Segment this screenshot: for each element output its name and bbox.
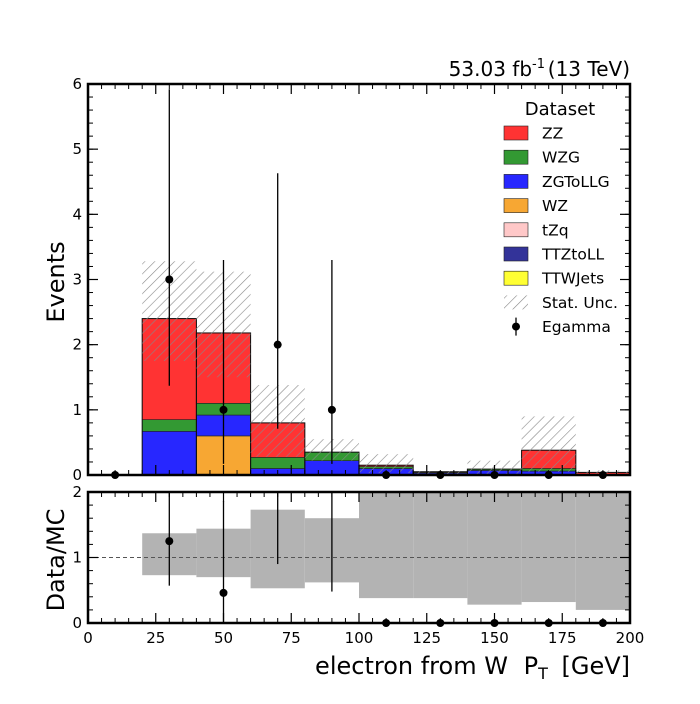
legend-label: Egamma — [542, 318, 611, 336]
main-y-tick-label: 6 — [72, 75, 82, 93]
legend-ttztoll: TTZtoLL — [503, 246, 604, 264]
legend-label: tZq — [542, 221, 569, 239]
legend-stat-unc: Stat. Unc. — [504, 294, 618, 312]
energy-label: (13 TeV) — [548, 57, 630, 81]
stat-unc-band — [521, 416, 576, 472]
x-tick-label: 0 — [83, 629, 93, 647]
legend-label: Stat. Unc. — [542, 294, 618, 312]
x-axis-label-sub: T — [537, 664, 548, 683]
legend-label: TTWJets — [541, 270, 604, 288]
data-point — [273, 340, 282, 349]
legend-label: TTZtoLL — [541, 246, 604, 264]
stack-bar-wzg — [141, 419, 197, 432]
data-point — [219, 405, 228, 414]
ratio-unc-band — [413, 492, 468, 599]
main-plot: 0 1 2 3 4 5 6 — [72, 75, 632, 484]
ratio-unc-band — [359, 492, 414, 599]
ratio-unc-band — [467, 492, 522, 605]
legend-swatch — [503, 246, 529, 262]
lumi-value: 53.03 fb — [449, 57, 532, 81]
x-tick-label: 150 — [480, 629, 509, 647]
x-axis-label-unit: [GeV] — [561, 652, 630, 680]
x-tick-label: 75 — [282, 629, 301, 647]
ratio-y-tick-label: 2 — [72, 483, 82, 501]
main-y-tick-label: 1 — [72, 401, 82, 419]
x-tick-label: 200 — [616, 629, 645, 647]
legend-zz: ZZ — [503, 125, 563, 143]
legend-wz: WZ — [503, 197, 568, 215]
ratio-unc-band — [521, 492, 576, 603]
legend-ttwjets: TTWJets — [503, 270, 604, 288]
stack-bar-zgtollg — [141, 431, 197, 476]
legend-label: WZ — [542, 197, 568, 215]
legend-label: WZG — [542, 149, 580, 167]
ratio-y-tick-label: 0 — [72, 614, 82, 632]
legend-swatch — [503, 174, 529, 189]
legend-swatch — [503, 125, 529, 141]
main-y-tick-label: 0 — [72, 466, 82, 484]
x-tick-label: 100 — [345, 629, 374, 647]
legend: Dataset ZZ WZG ZGToLLG WZ tZq TTZtoLL TTWJets St… — [503, 99, 618, 336]
x-axis-label: electron from W PT [GeV] — [315, 652, 630, 685]
legend-label: ZZ — [542, 125, 563, 143]
data-point — [327, 405, 336, 414]
legend-swatch-hatch — [504, 295, 528, 310]
x-tick-label: 50 — [214, 629, 233, 647]
ratio-y-axis-label: Data/MC — [42, 509, 70, 612]
lumi-exponent: -1 — [532, 57, 545, 72]
ratio-y-tick-label: 1 — [72, 549, 82, 567]
x-axis-label-var: P — [524, 652, 538, 680]
legend-zgtollg: ZGToLLG — [503, 173, 610, 191]
legend-swatch — [503, 149, 529, 165]
data-point — [165, 275, 174, 284]
legend-egamma: Egamma — [512, 317, 611, 336]
legend-swatch — [503, 222, 529, 238]
x-tick-label: 125 — [412, 629, 441, 647]
x-axis-label-text: electron from W — [315, 652, 508, 680]
x-tick-label: 25 — [146, 629, 165, 647]
main-y-tick-label: 5 — [72, 140, 82, 158]
x-tick-label: 175 — [548, 629, 577, 647]
ratio-point — [219, 588, 228, 597]
legend-title: Dataset — [525, 99, 596, 120]
lumi-label: 53.03 fb-1 — [449, 57, 545, 81]
legend-marker — [512, 322, 520, 331]
main-y-axis-label: Events — [42, 241, 70, 322]
stat-unc-band — [359, 454, 414, 474]
main-y-tick-label: 4 — [72, 205, 82, 223]
legend-tzq: tZq — [503, 221, 569, 239]
stack-bar-wzg — [250, 457, 306, 469]
main-y-tick-label: 3 — [72, 271, 82, 289]
legend-wzg: WZG — [503, 149, 580, 167]
legend-label: ZGToLLG — [542, 173, 610, 191]
legend-swatch — [503, 270, 529, 286]
ratio-unc-band — [575, 492, 630, 610]
ratio-point — [165, 537, 174, 546]
main-y-tick-label: 2 — [72, 336, 82, 354]
legend-swatch — [503, 198, 529, 213]
ratio-plot: 0 1 2 0 25 50 75 100 125 150 175 200 — [72, 483, 644, 647]
